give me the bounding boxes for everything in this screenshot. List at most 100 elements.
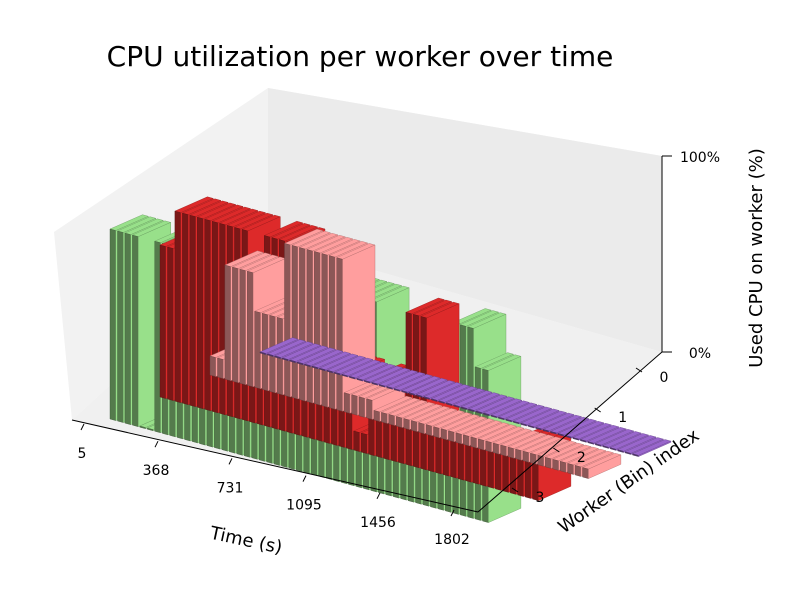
- bar-front-face: [545, 457, 552, 469]
- bar-front-face: [478, 438, 485, 451]
- bar-front-face: [381, 412, 388, 424]
- y-tick-mark: [553, 447, 560, 453]
- bar-front-face: [450, 438, 457, 479]
- axes-group: 5 368 731 1095 1456 1802 0 1 2 3 0% 100%: [71, 150, 720, 548]
- bar-front-face: [197, 216, 204, 410]
- bar-worker3-13: [356, 363, 396, 382]
- bar-front-face: [132, 234, 139, 427]
- bar-front-face: [117, 230, 124, 423]
- bar-front-face: [124, 232, 131, 425]
- bar-front-face: [211, 221, 219, 414]
- bar-front-face: [388, 414, 395, 426]
- bar-front-face: [329, 255, 336, 410]
- bar-front-face: [299, 247, 306, 402]
- bar-front-face: [232, 266, 239, 383]
- bar-front-face: [470, 436, 477, 449]
- bar-front-face: [366, 398, 373, 420]
- y-tick-label: 0: [660, 370, 669, 386]
- bar-worker3-48: [617, 435, 657, 453]
- bar-front-face: [472, 444, 479, 485]
- bar-worker3-10: [333, 357, 374, 376]
- bar-front-face: [284, 243, 291, 398]
- y-tick-label: 1: [618, 410, 627, 426]
- bar-front-face: [392, 458, 400, 499]
- bar-front-face: [154, 240, 161, 434]
- bar-front-face: [463, 434, 470, 447]
- bar-worker3-4: [289, 345, 329, 364]
- z-tick-label: 0%: [689, 346, 711, 362]
- bar-front-face: [500, 444, 507, 457]
- y-tick-mark: [511, 487, 519, 493]
- bar-front-face: [440, 428, 447, 441]
- bar-worker3-46: [602, 431, 642, 449]
- bar-front-face: [314, 251, 321, 406]
- bar-front-face: [487, 448, 494, 489]
- bar-front-face: [174, 210, 181, 403]
- z-axis-label: Used CPU on worker (%): [746, 148, 767, 368]
- bar-front-face: [574, 465, 582, 477]
- bar-front-face: [507, 446, 515, 459]
- bar-front-face: [336, 257, 343, 412]
- x-tick-mark: [376, 492, 381, 500]
- bar-front-face: [480, 446, 487, 487]
- x-tick-mark: [80, 423, 85, 431]
- bar-worker3-15: [371, 367, 411, 386]
- bar-front-face: [358, 396, 365, 418]
- x-tick-label: 1095: [286, 498, 322, 514]
- bar-front-face: [321, 253, 328, 408]
- bar-worker3-36: [527, 410, 568, 429]
- bar-worker3-30: [482, 398, 523, 417]
- x-tick-mark: [302, 475, 307, 482]
- x-tick-label: 368: [143, 463, 170, 479]
- bar-worker3-14: [363, 365, 404, 384]
- bar-front-face: [485, 440, 492, 453]
- bar-worker3-9: [326, 355, 366, 374]
- bar-front-face: [515, 448, 522, 461]
- x-tick-mark: [154, 440, 159, 448]
- bar-front-face: [522, 450, 529, 463]
- chart-title: CPU utilization per worker over time: [107, 40, 614, 73]
- bar-front-face: [385, 456, 392, 497]
- bar-worker3-32: [497, 402, 538, 421]
- y-tick-label: 2: [577, 450, 586, 466]
- bar-front-face: [189, 214, 196, 407]
- bar-front-face: [247, 270, 254, 388]
- bar-front-face: [343, 392, 351, 414]
- bar-worker3-47: [609, 433, 650, 451]
- x-axis-label: Time (s): [207, 523, 284, 559]
- x-tick-mark: [450, 509, 455, 517]
- bar-worker3-19: [401, 376, 441, 394]
- bar-worker3-18: [393, 374, 433, 392]
- bar-worker3-11: [341, 359, 381, 378]
- bar-worker3-44: [587, 427, 627, 445]
- bar-front-face: [291, 245, 298, 400]
- bar-front-face: [433, 426, 440, 439]
- bar-front-face: [219, 223, 226, 416]
- bar-front-face: [435, 434, 442, 475]
- bar-front-face: [560, 461, 567, 473]
- bar-worker3-50: [631, 439, 672, 457]
- x-tick-label: 1456: [360, 515, 396, 531]
- x-tick-mark: [228, 458, 233, 465]
- y-tick-label: 3: [536, 490, 545, 506]
- bar-worker3-20: [408, 378, 448, 396]
- bar-front-face: [224, 264, 231, 381]
- bar-worker3-24: [438, 386, 478, 404]
- bar-worker3-0: [259, 337, 299, 355]
- bar-front-face: [353, 430, 360, 452]
- bar-worker2-50: [581, 452, 622, 479]
- x-tick-label: 5: [78, 446, 87, 462]
- bar-worker3-38: [542, 414, 583, 433]
- bar-front-face: [217, 357, 224, 379]
- z-tick-label: 100%: [680, 150, 720, 166]
- bar-front-face: [495, 450, 502, 491]
- back-wall-right: [268, 88, 662, 352]
- bar-front-face: [442, 436, 450, 477]
- bar-worker3-6: [304, 349, 344, 368]
- bar-front-face: [182, 212, 189, 405]
- bar-front-face: [403, 418, 410, 430]
- bar-front-face: [254, 310, 261, 390]
- bar-worker3-45: [594, 429, 635, 447]
- bar-front-face: [425, 424, 433, 436]
- x-tick-label: 731: [217, 480, 244, 496]
